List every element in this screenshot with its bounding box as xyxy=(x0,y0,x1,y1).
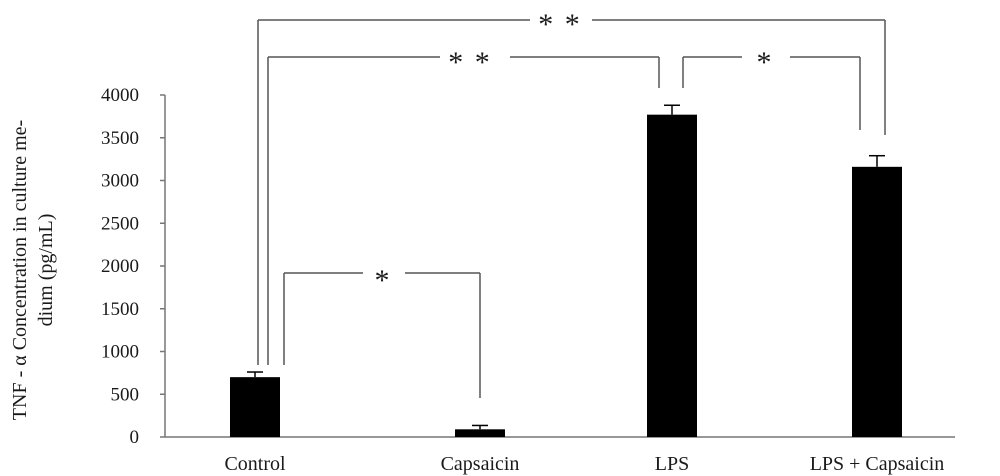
y-axis-title: TNF - α Concentration in culture me-dium… xyxy=(9,120,57,420)
y-tick-label: 500 xyxy=(111,384,140,405)
y-axis-title-line: TNF - α Concentration in culture me- xyxy=(9,120,31,420)
y-tick-label: 0 xyxy=(130,427,140,448)
bar xyxy=(852,166,902,437)
significance-bracket: * xyxy=(283,264,481,398)
y-axis: 0 500 1000 1500 2000 2500 3000 3500 4000 xyxy=(101,85,166,448)
bar xyxy=(230,377,280,437)
y-tick-label: 4000 xyxy=(101,85,139,106)
y-axis-title-line: dium (pg/mL) xyxy=(35,214,57,327)
bar xyxy=(455,429,505,437)
bars: Control Capsaicin LPS LPS + Capsaicin xyxy=(224,104,945,475)
y-tick-label: 3000 xyxy=(101,171,139,192)
x-tick-label: LPS + Capsaicin xyxy=(810,453,945,475)
y-tick-label: 2500 xyxy=(101,213,139,234)
x-tick-label: Capsaicin xyxy=(441,453,520,475)
y-tick-label: 3500 xyxy=(101,128,139,149)
y-tick-label: 1500 xyxy=(101,299,139,320)
significance-bracket: * xyxy=(682,46,861,130)
bar xyxy=(647,114,697,437)
significance-label: * * xyxy=(538,8,582,41)
x-tick-label: Control xyxy=(224,453,286,475)
significance-bracket: * * xyxy=(267,46,660,365)
significance-label: * xyxy=(757,46,774,79)
significance-label: * * xyxy=(448,46,492,79)
significance-label: * xyxy=(375,264,392,297)
y-tick-label: 2000 xyxy=(101,256,139,277)
significance-brackets: * * * * * * xyxy=(257,8,886,398)
x-tick-label: LPS xyxy=(655,453,689,475)
y-tick-label: 1000 xyxy=(101,342,139,363)
significance-bracket: * * xyxy=(257,8,886,365)
